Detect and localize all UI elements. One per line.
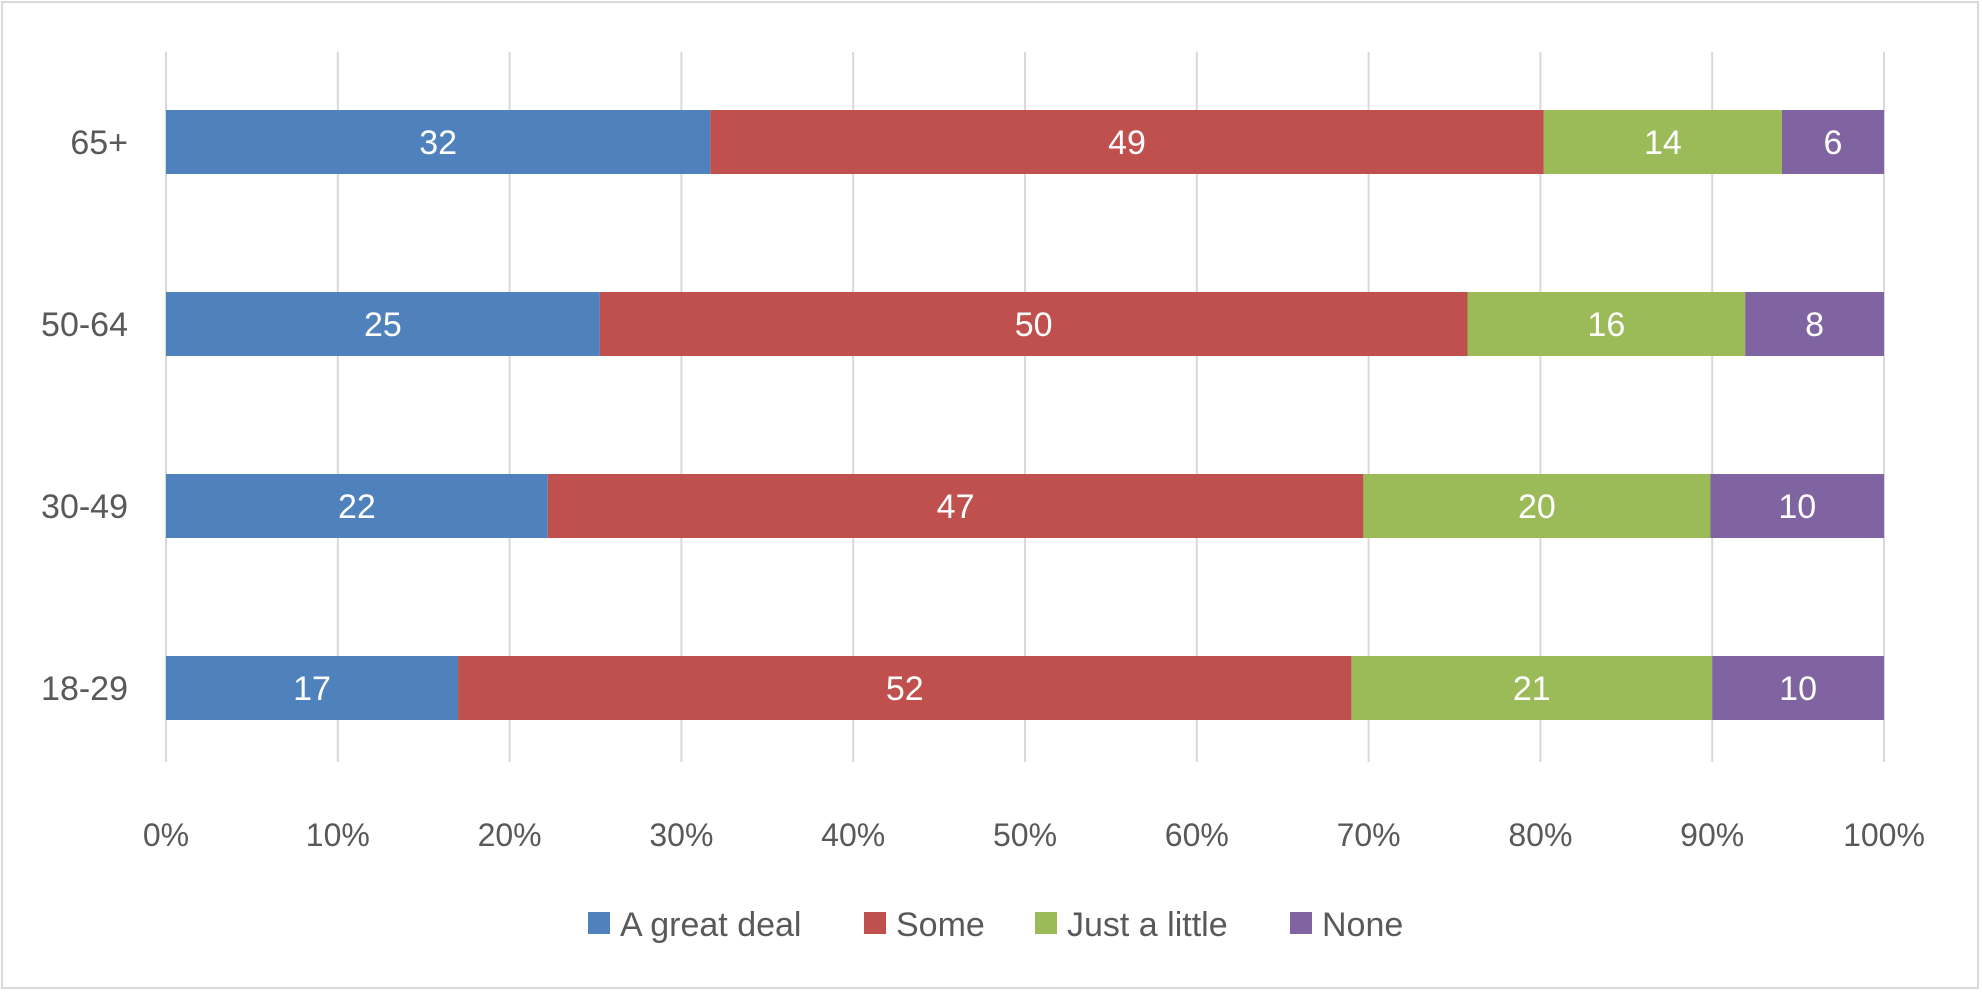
- data-label: 20: [1518, 488, 1556, 526]
- bar-segment: [166, 474, 548, 538]
- legend-swatch: [864, 912, 886, 934]
- legend-label: None: [1322, 906, 1403, 944]
- bar-segment: [1781, 110, 1884, 174]
- bar-segment: [458, 656, 1352, 720]
- x-tick-label: 100%: [1843, 817, 1925, 853]
- data-label: 32: [419, 124, 457, 162]
- x-tick-label: 30%: [649, 817, 713, 853]
- legend-swatch: [1290, 912, 1312, 934]
- x-tick-label: 40%: [821, 817, 885, 853]
- x-tick-label: 0%: [143, 817, 189, 853]
- data-label: 14: [1644, 124, 1682, 162]
- data-label: 21: [1513, 670, 1551, 708]
- legend-label: Some: [896, 906, 985, 944]
- x-tick-label: 90%: [1680, 817, 1744, 853]
- bar-segment: [1363, 474, 1711, 538]
- y-category-label: 18-29: [41, 670, 128, 708]
- bar-segment: [166, 292, 600, 356]
- data-label: 6: [1824, 124, 1843, 162]
- y-category-label: 65+: [70, 124, 128, 162]
- bar-segment: [1467, 292, 1746, 356]
- bar-segment: [1351, 656, 1713, 720]
- data-label: 10: [1779, 670, 1817, 708]
- legend-swatch: [1035, 912, 1057, 934]
- data-label: 17: [293, 670, 331, 708]
- legend-swatch: [588, 912, 610, 934]
- bar-segment: [599, 292, 1468, 356]
- data-label: 49: [1108, 124, 1146, 162]
- bar-segment: [547, 474, 1364, 538]
- data-label: 8: [1805, 306, 1824, 344]
- y-category-label: 50-64: [41, 306, 128, 344]
- x-tick-label: 10%: [306, 817, 370, 853]
- bar-segment: [1712, 656, 1884, 720]
- data-label: 47: [937, 488, 975, 526]
- data-label: 50: [1015, 306, 1053, 344]
- data-label: 22: [338, 488, 376, 526]
- bar-segment: [710, 110, 1544, 174]
- bar-segment: [1745, 292, 1884, 356]
- data-label: 25: [364, 306, 402, 344]
- x-tick-label: 60%: [1165, 817, 1229, 853]
- data-label: 16: [1587, 306, 1625, 344]
- bar-segment: [166, 656, 459, 720]
- bar-segment: [166, 110, 711, 174]
- x-tick-label: 20%: [478, 817, 542, 853]
- x-tick-label: 80%: [1508, 817, 1572, 853]
- data-label: 10: [1778, 488, 1816, 526]
- legend-label: Just a little: [1067, 906, 1228, 944]
- y-category-label: 30-49: [41, 488, 128, 526]
- x-tick-label: 50%: [993, 817, 1057, 853]
- bar-segment: [1543, 110, 1782, 174]
- x-tick-label: 70%: [1337, 817, 1401, 853]
- data-label: 52: [886, 670, 924, 708]
- bar-segment: [1710, 474, 1884, 538]
- legend-label: A great deal: [620, 906, 801, 944]
